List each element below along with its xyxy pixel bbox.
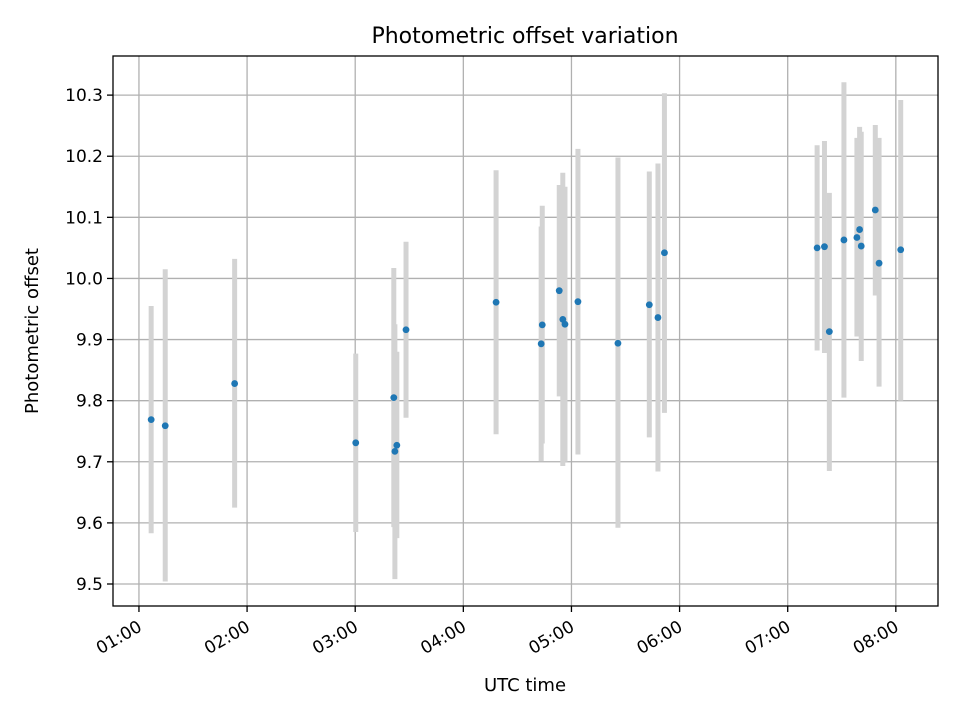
data-point xyxy=(537,340,545,348)
y-tick-label: 9.9 xyxy=(76,331,103,351)
x-tick-label: 05:00 xyxy=(526,617,578,659)
y-tick-label: 9.7 xyxy=(76,453,103,473)
x-tick-label: 06:00 xyxy=(634,617,686,659)
y-tick-label: 10.2 xyxy=(65,147,103,167)
data-point xyxy=(654,314,662,321)
x-axis-ticks: 01:00 02:00 03:00 04:00 05:00 06:00 07:00 08:00 xyxy=(93,606,902,659)
y-tick-label: 10.0 xyxy=(65,269,103,289)
data-point xyxy=(840,236,848,244)
x-axis-label: UTC time xyxy=(484,675,566,696)
data-point xyxy=(147,416,155,424)
data-point xyxy=(391,447,399,455)
data-point xyxy=(897,246,905,254)
y-axis-ticks: 9.5 9.6 9.7 9.8 9.9 10.0 10.1 10.2 10.3 xyxy=(65,86,113,595)
x-tick-label: 07:00 xyxy=(742,617,794,659)
x-tick-label: 02:00 xyxy=(201,617,253,659)
data-point xyxy=(161,422,169,430)
x-tick-label: 01:00 xyxy=(93,617,145,659)
data-points xyxy=(147,206,905,455)
data-point xyxy=(402,326,410,334)
data-point xyxy=(390,394,398,402)
data-point xyxy=(871,206,879,214)
data-point xyxy=(538,321,546,329)
data-point xyxy=(352,439,360,447)
x-tick-label: 03:00 xyxy=(309,617,361,659)
grid-lines xyxy=(113,56,938,606)
x-tick-label: 08:00 xyxy=(850,617,902,659)
chart-title: Photometric offset variation xyxy=(371,24,678,49)
y-tick-label: 10.3 xyxy=(65,86,103,106)
data-point xyxy=(853,234,861,241)
y-tick-label: 10.1 xyxy=(65,208,103,228)
data-point xyxy=(825,328,833,336)
y-tick-label: 9.8 xyxy=(76,392,103,412)
data-point xyxy=(561,320,569,328)
data-point xyxy=(492,298,500,306)
data-point xyxy=(393,441,401,449)
data-point xyxy=(555,287,563,295)
data-point xyxy=(856,226,864,233)
data-point xyxy=(857,242,865,250)
plot-frame xyxy=(112,55,939,607)
data-point xyxy=(574,298,582,306)
y-axis-label: Photometric offset xyxy=(22,248,43,414)
data-point xyxy=(645,301,653,309)
data-point xyxy=(813,244,821,252)
data-point xyxy=(875,259,883,267)
data-point xyxy=(231,380,239,387)
y-tick-label: 9.6 xyxy=(76,514,103,534)
data-point xyxy=(821,243,828,251)
y-tick-label: 9.5 xyxy=(76,575,103,595)
data-point xyxy=(661,249,668,257)
data-point xyxy=(614,339,622,347)
x-tick-label: 04:00 xyxy=(417,617,469,659)
